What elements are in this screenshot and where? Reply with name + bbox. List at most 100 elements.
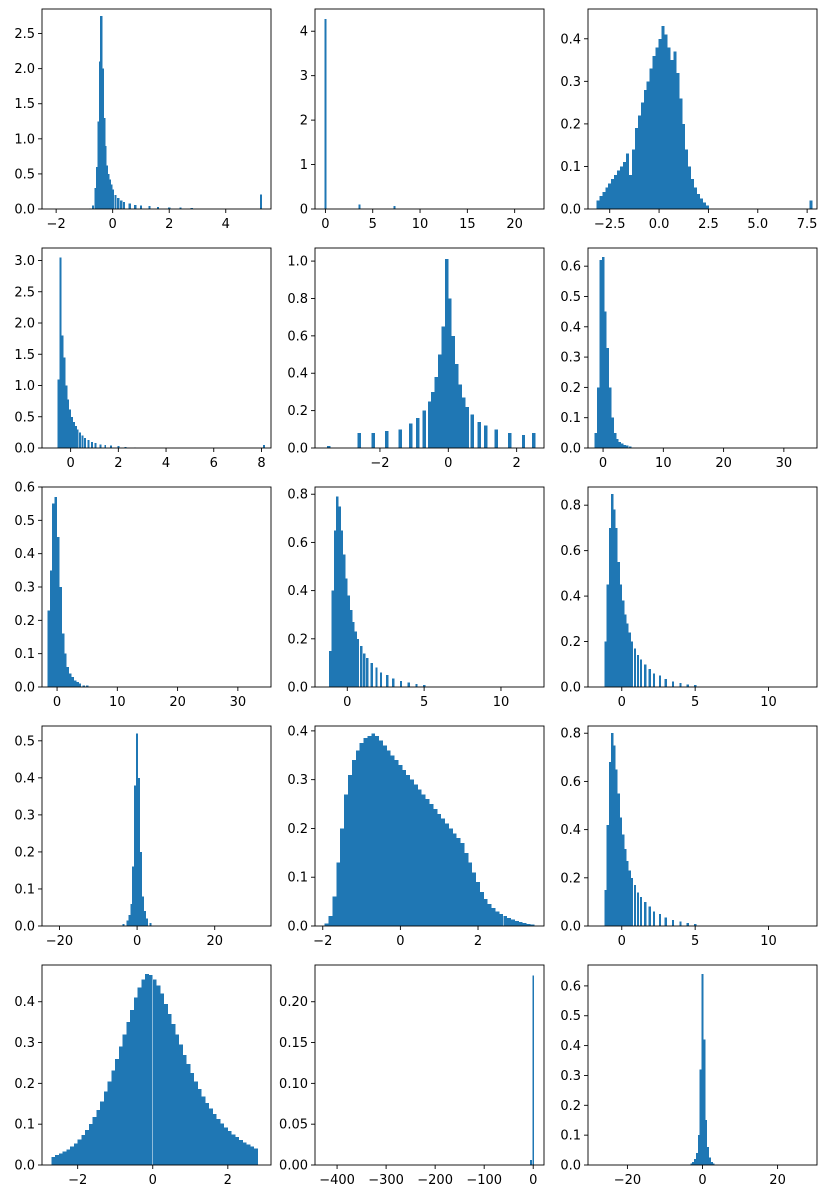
histogram-bars bbox=[604, 493, 697, 687]
histogram-bar bbox=[658, 675, 662, 687]
histogram-bar bbox=[688, 166, 692, 209]
histogram-bar bbox=[54, 497, 58, 687]
histogram-bar bbox=[622, 600, 625, 687]
histogram-bar bbox=[259, 194, 263, 209]
histogram-bar bbox=[175, 1034, 180, 1165]
histogram-bar bbox=[366, 658, 369, 687]
histogram-bar bbox=[76, 429, 79, 448]
y-tick-label: 0.6 bbox=[560, 544, 581, 559]
x-tick-label: 10 bbox=[493, 695, 510, 710]
histogram-bar bbox=[136, 733, 139, 926]
histogram-bar bbox=[456, 838, 461, 926]
histogram-bar bbox=[433, 808, 438, 926]
histogram-bar bbox=[518, 922, 523, 926]
histogram-bar bbox=[658, 38, 662, 209]
histogram-bar bbox=[438, 354, 442, 448]
histogram-bar bbox=[408, 423, 413, 448]
histogram-bar bbox=[358, 204, 361, 209]
histogram-bar bbox=[429, 804, 434, 926]
histogram-bar bbox=[710, 1162, 713, 1165]
histogram-bar bbox=[371, 733, 376, 926]
histogram-panel-9: 0 5 10 0.0 0.2 0.4 0.6 0.8 bbox=[560, 486, 818, 710]
histogram-bar bbox=[422, 685, 426, 687]
histogram-bar bbox=[58, 1153, 63, 1165]
y-tick-label: 0.0 bbox=[14, 442, 35, 457]
histogram-bar bbox=[415, 684, 418, 687]
histogram-bar bbox=[472, 872, 477, 926]
y-tick-label: 0.2 bbox=[14, 1077, 35, 1092]
histogram-bar bbox=[448, 298, 452, 448]
histogram-bar bbox=[370, 662, 374, 687]
histogram-bar bbox=[78, 683, 82, 687]
histogram-bar bbox=[477, 421, 481, 448]
histogram-bar bbox=[359, 743, 364, 926]
y-tick-label: 0.0 bbox=[560, 203, 581, 218]
histogram-bar bbox=[138, 777, 140, 926]
histogram-bar bbox=[652, 673, 656, 687]
y-tick-label: 0.2 bbox=[287, 632, 308, 647]
y-tick-label: 0.2 bbox=[560, 117, 581, 132]
x-tick-label: 2 bbox=[114, 456, 122, 471]
histogram-bar bbox=[417, 789, 422, 926]
histogram-bar bbox=[461, 397, 466, 448]
histogram-bar bbox=[74, 426, 77, 449]
histogram-bar bbox=[613, 745, 616, 926]
x-tick-label: 2 bbox=[474, 934, 482, 949]
y-tick-label: 4 bbox=[300, 25, 308, 40]
histogram-bar bbox=[205, 1102, 210, 1165]
y-tick-label: 0.0 bbox=[14, 1159, 35, 1174]
histogram-bar bbox=[448, 828, 453, 926]
histogram-bar bbox=[122, 201, 126, 209]
histogram-bar bbox=[179, 1044, 183, 1165]
histogram-bar bbox=[254, 1148, 258, 1165]
histogram-bar bbox=[66, 1149, 71, 1165]
histogram-bar bbox=[639, 659, 642, 687]
y-tick-label: 0.05 bbox=[279, 1118, 308, 1133]
x-tick-label: 0 bbox=[53, 695, 61, 710]
histogram-bar bbox=[73, 680, 77, 687]
histogram-bar bbox=[126, 920, 129, 926]
histogram-bar bbox=[495, 911, 500, 926]
x-tick-label: 2.5 bbox=[698, 217, 719, 232]
histogram-panel-2: 0 5 10 15 20 0 1 2 3 4 bbox=[300, 8, 545, 232]
x-tick-label: 20 bbox=[769, 1173, 786, 1188]
histogram-bar bbox=[514, 921, 519, 926]
histogram-bar bbox=[626, 153, 629, 209]
histogram-bar bbox=[117, 446, 120, 449]
histogram-bar bbox=[167, 1013, 172, 1165]
histogram-bar bbox=[697, 1135, 700, 1165]
histogram-bar bbox=[168, 207, 171, 209]
histogram-bar bbox=[445, 823, 449, 926]
y-tick-label: 0.2 bbox=[560, 871, 581, 886]
histogram-bar bbox=[133, 997, 138, 1165]
histogram-bar bbox=[602, 191, 606, 209]
histogram-bar bbox=[441, 818, 446, 926]
histogram-bar bbox=[624, 848, 627, 926]
histogram-bar bbox=[673, 51, 677, 209]
histogram-bar bbox=[110, 184, 113, 209]
histogram-panel-7: 0 10 20 30 0.0 0.1 0.2 0.3 0.4 0.5 0.6 bbox=[14, 481, 272, 710]
histogram-bar bbox=[597, 387, 600, 448]
histogram-bar bbox=[332, 896, 337, 926]
axes-frame bbox=[587, 486, 818, 688]
y-tick-label: 1.0 bbox=[14, 379, 35, 394]
histogram-bar bbox=[596, 200, 600, 209]
histogram-bar bbox=[160, 993, 164, 1165]
histogram-bar bbox=[491, 907, 496, 926]
histogram-bar bbox=[697, 194, 701, 209]
x-tick-label: 5.0 bbox=[747, 217, 768, 232]
histogram-bars bbox=[51, 973, 258, 1165]
histogram-bar bbox=[239, 1140, 243, 1165]
y-tick-label: 0.2 bbox=[560, 381, 581, 396]
y-tick-label: 2.5 bbox=[14, 285, 35, 300]
histogram-bar bbox=[231, 1134, 236, 1165]
histogram-bar bbox=[712, 1163, 715, 1165]
histogram-bar bbox=[664, 679, 667, 687]
histogram-bar bbox=[649, 68, 653, 209]
histogram-bar bbox=[55, 1155, 59, 1165]
y-tick-label: 0.1 bbox=[14, 647, 35, 662]
histogram-bar bbox=[521, 434, 526, 448]
y-tick-label: 0.2 bbox=[287, 822, 308, 837]
histogram-bar bbox=[101, 68, 104, 210]
histogram-bar bbox=[171, 1024, 176, 1165]
